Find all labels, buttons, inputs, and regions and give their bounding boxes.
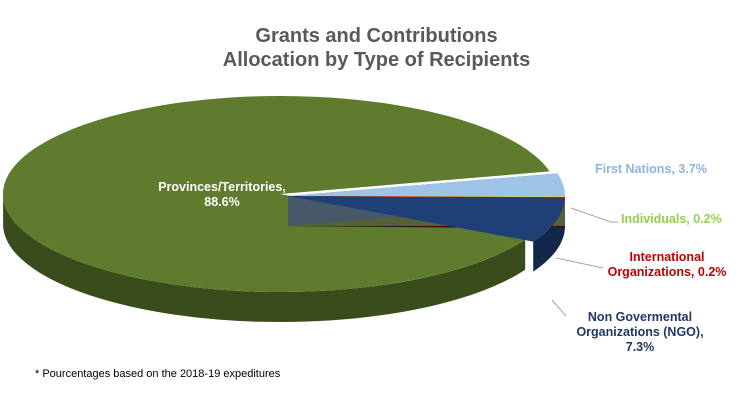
chart-subtitle: Allocation by Type of Recipients xyxy=(222,49,531,71)
data-label-provinces-value: 88.6% xyxy=(204,195,240,209)
data-label-ngo: Non Govermental Organizations (NGO), 7.3… xyxy=(566,310,714,355)
pie-layer xyxy=(2,95,565,322)
data-label-individuals-value: 0.2% xyxy=(693,212,722,226)
data-label-international-value: 0.2% xyxy=(697,265,727,279)
data-label-first-nations-name: First Nations, xyxy=(595,162,675,176)
footnote: * Pourcentages based on the 2018-19 expe… xyxy=(35,368,281,380)
slice-ngo-top xyxy=(288,196,565,242)
slice-individuals-top xyxy=(288,196,565,198)
chart-title: Grants and Contributions Allocation by T… xyxy=(0,24,753,72)
data-label-international-name: International Organizations, xyxy=(607,250,705,279)
slice-ngo-side xyxy=(533,198,565,272)
data-label-ngo-value: 7.3% xyxy=(625,340,655,354)
slice-first-nations-top xyxy=(288,173,565,196)
slice-international-organizations-top xyxy=(288,196,565,199)
chart-title-line1: Grants and Contributions xyxy=(255,25,498,47)
data-label-provinces-territories: Provinces/Territories, 88.6% xyxy=(152,180,292,210)
data-label-provinces-name: Provinces/Territories, xyxy=(158,180,286,194)
leader-individuals xyxy=(570,207,618,223)
data-label-ngo-name: Non Govermental Organizations (NGO), xyxy=(576,310,704,339)
leader-lines xyxy=(551,207,618,317)
data-label-international-organizations: International Organizations, 0.2% xyxy=(604,250,730,280)
slice-provinces-territories-side xyxy=(3,196,526,322)
data-label-individuals: Individuals, 0.2% xyxy=(621,212,722,227)
slice-provinces-territories-top xyxy=(2,95,550,292)
leader-ngo xyxy=(551,299,567,317)
leader-international xyxy=(555,257,604,269)
data-label-first-nations-value: 3.7% xyxy=(678,162,707,176)
data-label-first-nations: First Nations, 3.7% xyxy=(595,162,707,177)
data-label-individuals-name: Individuals, xyxy=(621,212,690,226)
